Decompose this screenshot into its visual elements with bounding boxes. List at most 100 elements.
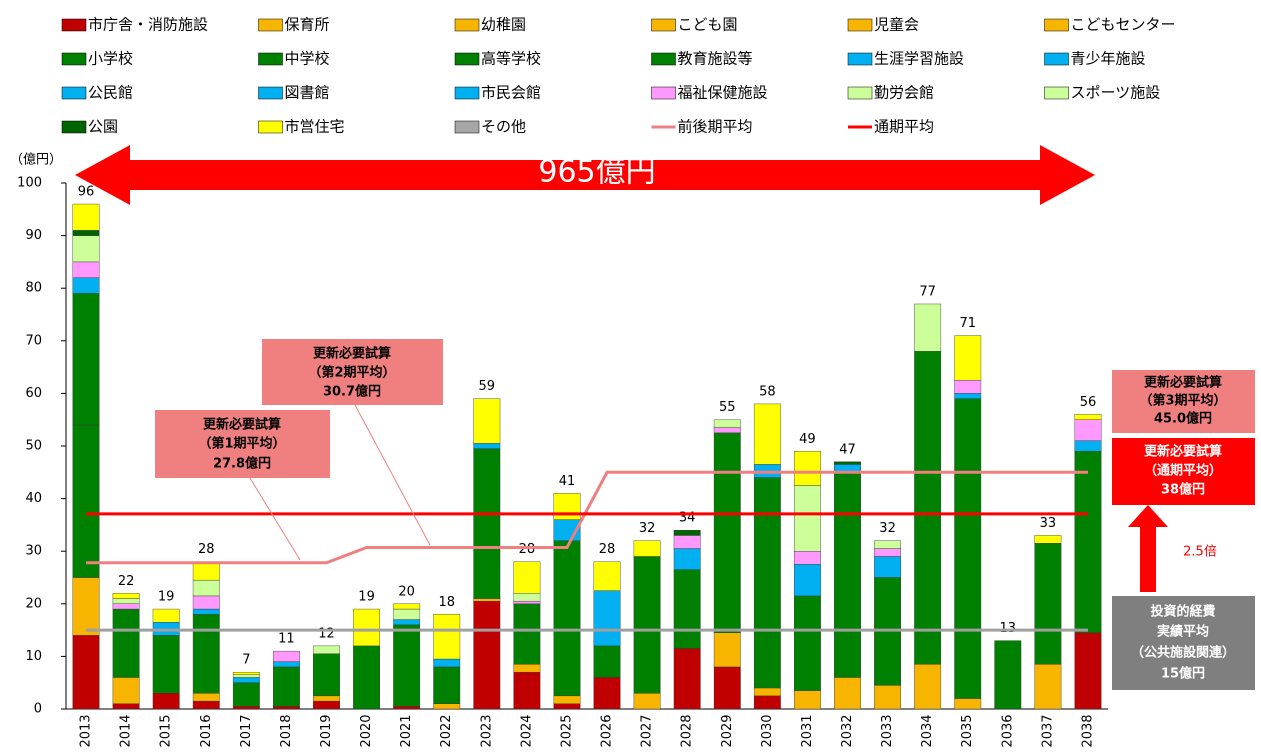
bar-segment — [433, 614, 461, 660]
bar-segment — [633, 693, 661, 710]
legend-label: スポーツ施設 — [1071, 84, 1161, 102]
total-label: 41 — [559, 474, 576, 489]
bar-segment — [192, 614, 220, 694]
x-tick-label: 2018 — [279, 714, 294, 747]
bar-segment — [633, 556, 661, 694]
total-label: 56 — [1080, 395, 1097, 410]
bar-segment — [192, 595, 220, 610]
total-label: 18 — [438, 595, 455, 610]
bar-segment — [673, 529, 701, 536]
bar-segment — [673, 548, 701, 570]
bar-segment — [793, 485, 821, 552]
legend-swatch — [651, 86, 676, 100]
bar-segment — [313, 695, 340, 702]
average-line — [86, 470, 1088, 565]
legend-swatch — [61, 18, 87, 32]
x-tick-label: 2015 — [159, 714, 174, 747]
y-axis-label: （億円） — [10, 152, 62, 168]
box-text: 更新必要試算 — [313, 346, 391, 362]
bar-segment — [72, 203, 100, 231]
y-tick-label: 50 — [25, 439, 42, 454]
period1-box: 更新必要試算 （第1期平均） 27.8億円 — [155, 410, 330, 478]
box-text: 15億円 — [1161, 666, 1205, 682]
box-text: 45.0億円 — [1154, 411, 1212, 427]
box-text: 投資的経費 — [1150, 604, 1215, 620]
legend-label: 高等学校 — [481, 50, 541, 68]
legend-label: 保育所 — [285, 16, 330, 34]
total-label: 28 — [198, 542, 215, 557]
bar-segment — [954, 398, 982, 699]
x-tick-label: 2016 — [199, 714, 214, 747]
bar-segment — [393, 608, 421, 620]
bar-segment — [874, 540, 902, 549]
bar-segment — [914, 664, 942, 710]
legend-label: 公園 — [88, 118, 118, 136]
bar-segment — [72, 635, 100, 710]
total-label: 49 — [799, 432, 816, 447]
bar-segment — [793, 690, 821, 710]
legend-label: 通期平均 — [874, 118, 934, 136]
bar-segment — [753, 403, 781, 465]
bar-segment — [72, 293, 100, 426]
period3-box: 更新必要試算 （第3期平均） 45.0億円 — [1112, 370, 1255, 433]
bar-segment — [954, 393, 982, 399]
x-tick-label: 2022 — [439, 714, 454, 747]
legend-swatch — [258, 86, 283, 100]
total-label: 32 — [879, 521, 896, 536]
bar-segment — [1074, 451, 1102, 633]
bar-segment — [473, 398, 501, 444]
x-tick-label: 2013 — [79, 714, 94, 747]
legend-swatch — [61, 120, 87, 134]
bar-segment — [874, 548, 902, 557]
legend-swatch — [454, 86, 480, 100]
bar-segment — [272, 706, 300, 710]
bar-segment — [72, 261, 100, 278]
box-text: 27.8億円 — [213, 456, 271, 472]
legend-swatch — [1044, 52, 1069, 66]
x-tick-label: 2017 — [239, 714, 254, 747]
bar-segment — [553, 493, 581, 520]
bar-segment — [513, 603, 541, 665]
x-tick-label: 2036 — [1000, 714, 1015, 747]
legend-swatch — [1044, 18, 1069, 32]
x-tick-label: 2033 — [880, 714, 895, 747]
bar-segment — [1074, 419, 1102, 441]
legend-swatch — [651, 52, 676, 66]
x-tick-label: 2027 — [640, 714, 655, 747]
x-tick-label: 2035 — [960, 714, 975, 747]
y-tick-label: 80 — [25, 281, 42, 296]
legend-label: 勤労会館 — [874, 84, 934, 102]
x-tick-label: 2037 — [1040, 714, 1055, 747]
bar-segment — [553, 695, 581, 704]
bar-segment — [433, 658, 461, 668]
bar-segment — [593, 677, 621, 710]
bar-segment — [1074, 440, 1102, 452]
bar-segment — [393, 603, 421, 610]
bar-segment — [954, 380, 982, 394]
legend-label: 福祉保健施設 — [678, 84, 768, 102]
bar-segment — [513, 671, 541, 710]
bar-segment — [713, 419, 741, 428]
x-tick-label: 2019 — [319, 714, 334, 747]
bar-segment — [152, 693, 180, 710]
bar-segment — [954, 698, 982, 710]
total-label: 22 — [118, 574, 135, 589]
bar-segment — [1034, 664, 1062, 710]
x-tick-label: 2014 — [119, 714, 134, 747]
bar-segment — [473, 448, 501, 599]
total-label: 7 — [242, 653, 250, 668]
leader — [249, 477, 301, 561]
box-text: （公共施設関連） — [1131, 645, 1235, 661]
bar-segment — [112, 598, 140, 604]
total-label: 55 — [719, 400, 736, 415]
period2-box: 更新必要試算 （第2期平均） 30.7億円 — [262, 339, 443, 405]
legend-label: こども園 — [678, 16, 738, 34]
bar-segment — [232, 706, 260, 710]
x-tick-label: 2031 — [800, 714, 815, 747]
legend-label: 小学校 — [88, 50, 133, 68]
bar-segment — [192, 700, 220, 710]
legend-label: 市営住宅 — [285, 118, 345, 136]
box-text: （第3期平均） — [1139, 393, 1226, 409]
legend-swatch — [61, 52, 87, 66]
